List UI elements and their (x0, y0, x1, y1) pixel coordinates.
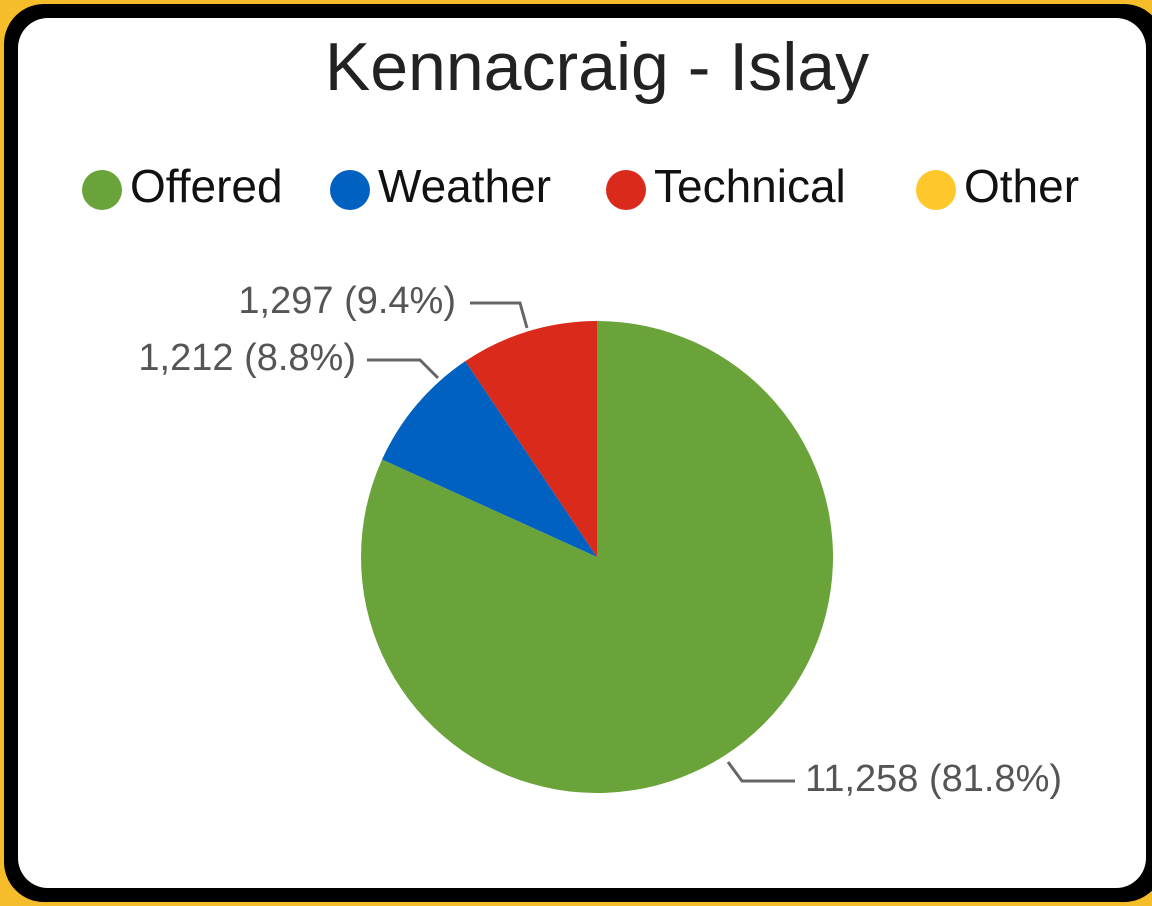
leader-line (470, 301, 529, 329)
legend-swatch (606, 170, 646, 210)
data-label: 11,258 (81.8%) (805, 758, 1062, 800)
leader-line (367, 358, 440, 380)
legend-swatch (82, 170, 122, 210)
legend-label: Technical (654, 160, 846, 212)
legend-label: Weather (378, 160, 551, 212)
chart-title: Kennacraig - Islay (325, 29, 869, 105)
data-label: 1,297 (9.4%) (238, 280, 456, 322)
legend-label: Other (964, 160, 1079, 212)
pie-slice (382, 361, 597, 557)
data-labels: 11,258 (81.8%) 1,212 (8.8%) 1,297 (9.4%) (138, 280, 1062, 800)
pie (361, 321, 833, 793)
legend-swatch (916, 170, 956, 210)
data-label: 1,212 (8.8%) (138, 337, 356, 379)
leader-line (726, 761, 795, 783)
legend: Offered Weather Technical Other (82, 160, 1079, 212)
legend-swatch (330, 170, 370, 210)
pie-slice (465, 321, 597, 557)
legend-label: Offered (130, 160, 283, 212)
